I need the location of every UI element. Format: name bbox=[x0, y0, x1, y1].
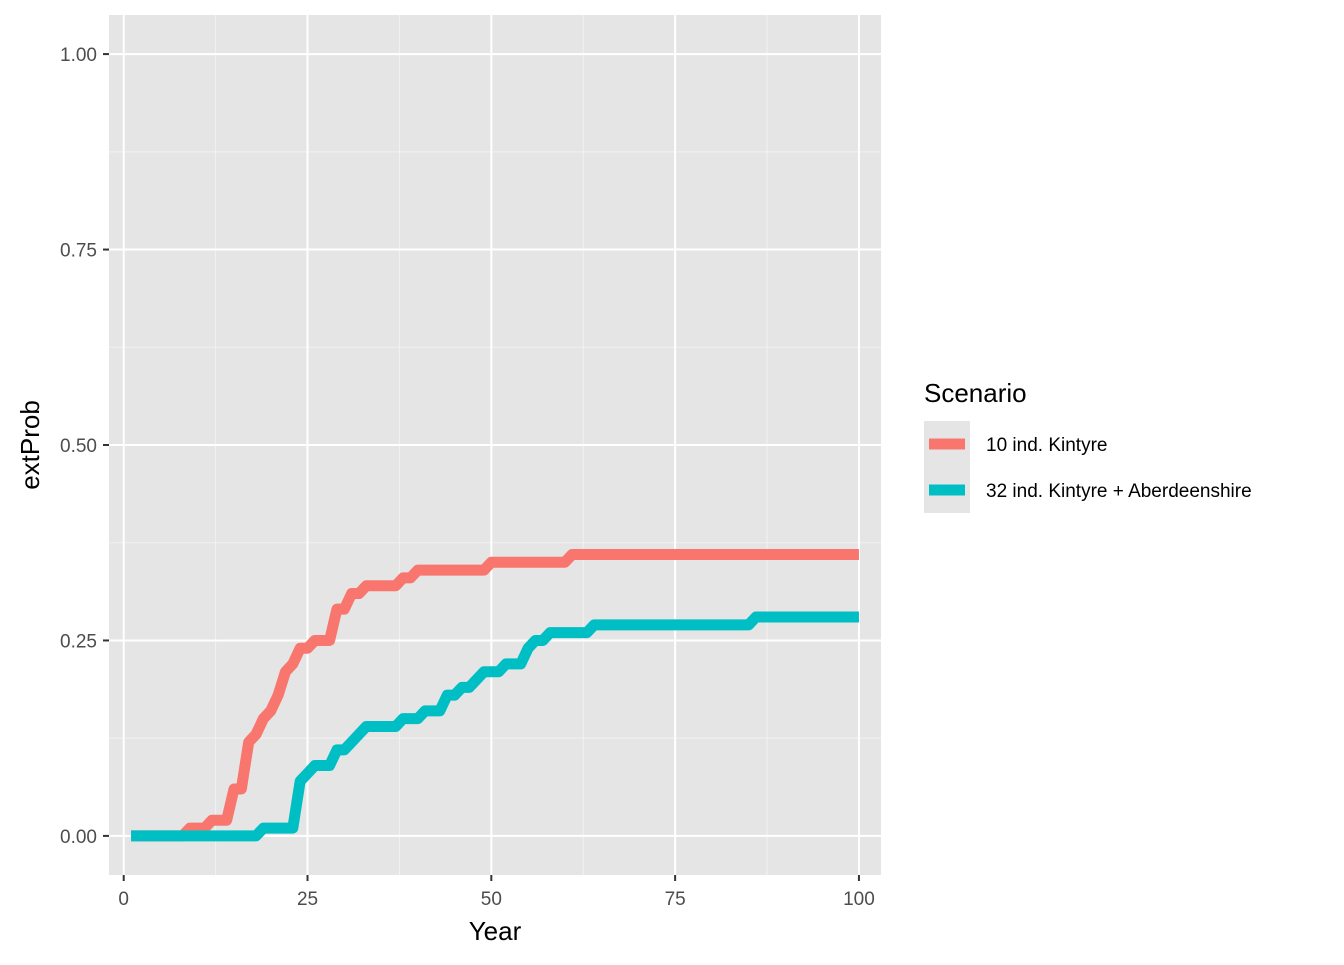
x-tick-label: 100 bbox=[843, 889, 875, 910]
x-axis-title: Year bbox=[469, 916, 522, 946]
x-tick-label: 75 bbox=[665, 889, 686, 910]
y-tick-label: 1.00 bbox=[60, 45, 97, 66]
y-tick-label: 0.75 bbox=[60, 241, 97, 262]
legend-title: Scenario bbox=[924, 378, 1027, 408]
series-line-1 bbox=[131, 548, 859, 842]
grid-major bbox=[109, 15, 881, 875]
y-axis: 0.00 0.25 0.50 0.75 1.00 bbox=[60, 45, 109, 848]
y-tick-label: 0.00 bbox=[60, 827, 97, 848]
series-lines bbox=[131, 548, 859, 842]
legend: Scenario 10 ind. Kintyre 32 ind. Kintyre … bbox=[924, 378, 1252, 513]
legend-label: 10 ind. Kintyre bbox=[986, 435, 1107, 456]
y-tick-label: 0.50 bbox=[60, 436, 97, 457]
x-tick-label: 25 bbox=[297, 889, 318, 910]
x-tick-label: 0 bbox=[118, 889, 129, 910]
legend-label: 32 ind. Kintyre + Aberdeenshire bbox=[986, 481, 1252, 502]
x-axis: 0 25 50 75 100 bbox=[118, 875, 875, 910]
x-tick-label: 50 bbox=[481, 889, 502, 910]
legend-items: 10 ind. Kintyre 32 ind. Kintyre + Aberdee… bbox=[924, 421, 1252, 513]
y-axis-title: extProb bbox=[15, 400, 45, 490]
series-line-2 bbox=[131, 611, 859, 842]
y-tick-label: 0.25 bbox=[60, 631, 97, 652]
